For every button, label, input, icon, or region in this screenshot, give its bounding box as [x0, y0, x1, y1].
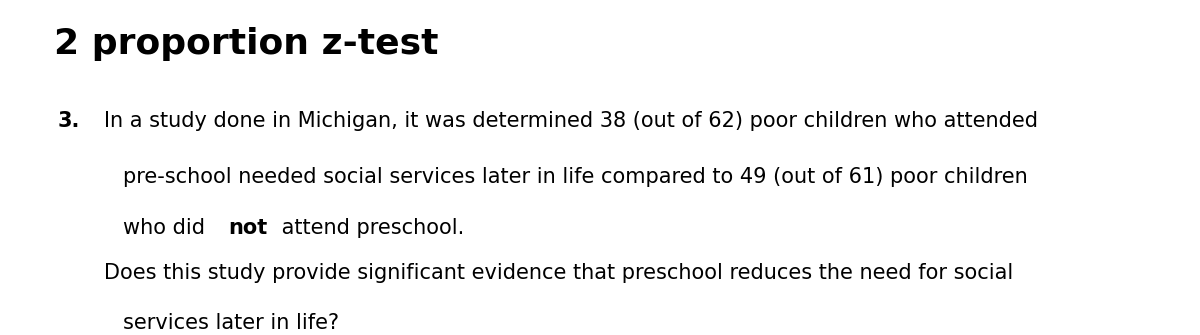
Text: 3.: 3.: [58, 111, 79, 131]
Text: who did: who did: [124, 218, 212, 238]
Text: Does this study provide significant evidence that preschool reduces the need for: Does this study provide significant evid…: [103, 263, 1013, 282]
Text: attend preschool.: attend preschool.: [275, 218, 464, 238]
Text: not: not: [228, 218, 268, 238]
Text: pre-school needed social services later in life compared to 49 (out of 61) poor : pre-school needed social services later …: [124, 167, 1028, 187]
Text: In a study done in Michigan, it was determined 38 (out of 62) poor children who : In a study done in Michigan, it was dete…: [103, 111, 1038, 131]
Text: 2 proportion z-test: 2 proportion z-test: [54, 27, 438, 61]
Text: services later in life?: services later in life?: [124, 313, 340, 333]
